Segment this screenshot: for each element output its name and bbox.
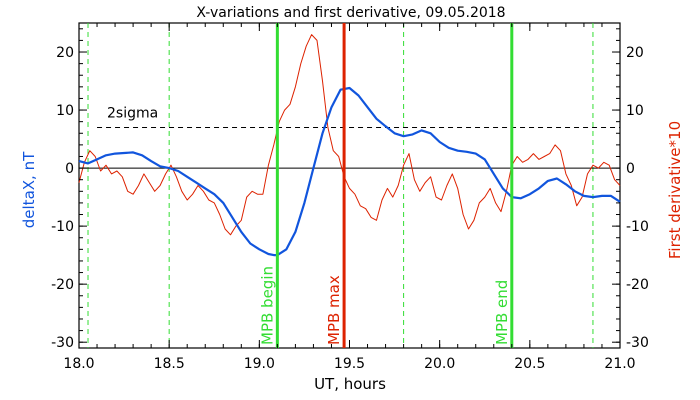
x-tick-label-1: 18.5 bbox=[154, 356, 185, 372]
x-tick-label-5: 20.5 bbox=[514, 356, 545, 372]
threshold-2sigma: 2sigma bbox=[97, 105, 620, 128]
y-axis-left: -30 -20 -10 0 10 20 bbox=[51, 28, 87, 351]
series-line-derivative bbox=[78, 34, 621, 236]
y-left-tick-label-0: -30 bbox=[51, 335, 74, 351]
y-left-tick-label-4: 10 bbox=[56, 103, 74, 119]
y-right-tick-label-5: 20 bbox=[626, 45, 644, 61]
y-axis-label-right: First derivative*10 bbox=[666, 121, 684, 259]
marker-label-0: MPB begin bbox=[258, 266, 276, 345]
y-right-tick-label-4: 10 bbox=[626, 103, 644, 119]
x-tick-label-6: 21.0 bbox=[604, 356, 635, 372]
y-right-tick-label-2: -10 bbox=[626, 219, 649, 235]
x-tick-label-0: 18.0 bbox=[63, 356, 94, 372]
mpb-markers: MPB begin MPB max MPB end bbox=[258, 23, 514, 348]
x-tick-label-2: 19.0 bbox=[244, 356, 275, 372]
y-right-tick-label-3: 0 bbox=[626, 161, 635, 177]
plot-area: 2sigma MPB begin MPB max MPB end bbox=[78, 22, 621, 349]
x-tick-label-4: 20.0 bbox=[424, 356, 455, 372]
series-derivative bbox=[78, 34, 621, 236]
y-left-tick-label-1: -20 bbox=[51, 277, 74, 293]
y-axis-right: -30 -20 -10 0 10 20 bbox=[612, 28, 649, 351]
y-axis-label-left: deltaX, nT bbox=[20, 151, 38, 228]
x-axis: 18.0 18.5 19.0 19.5 20.0 20.5 21.0 bbox=[63, 23, 636, 372]
x-tick-label-3: 19.5 bbox=[334, 356, 365, 372]
y-left-tick-label-3: 0 bbox=[65, 161, 74, 177]
y-right-tick-label-1: -20 bbox=[626, 277, 649, 293]
chart-title: X-variations and first derivative, 09.05… bbox=[196, 5, 505, 21]
y-left-tick-label-5: 20 bbox=[56, 45, 74, 61]
marker-label-1: MPB max bbox=[325, 275, 343, 345]
series-line-deltaX bbox=[78, 86, 621, 257]
dashed-verticals bbox=[87, 23, 594, 348]
y-left-tick-label-2: -10 bbox=[51, 219, 74, 235]
marker-label-2: MPB end bbox=[493, 280, 511, 345]
y-right-tick-label-0: -30 bbox=[626, 335, 649, 351]
x-axis-label: UT, hours bbox=[314, 375, 386, 393]
series-deltax bbox=[78, 86, 621, 257]
threshold-label: 2sigma bbox=[107, 105, 158, 121]
